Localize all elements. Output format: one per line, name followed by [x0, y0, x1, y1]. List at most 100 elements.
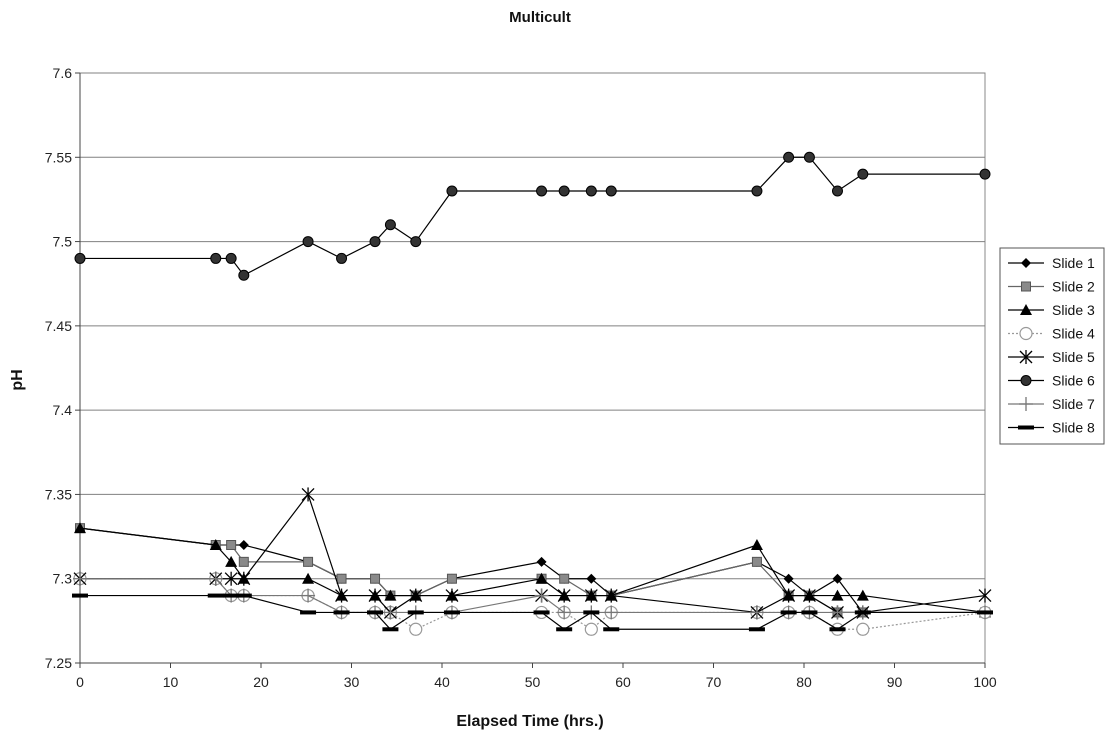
data-point	[856, 589, 869, 601]
data-point	[536, 185, 548, 197]
legend-label: Slide 4	[1052, 326, 1095, 342]
legend-label: Slide 8	[1052, 420, 1095, 436]
x-tick-label: 40	[434, 674, 450, 690]
data-point	[586, 573, 597, 584]
data-point	[533, 610, 550, 615]
legend-item: Slide 1	[1008, 255, 1095, 271]
data-point	[443, 610, 460, 615]
data-point	[803, 151, 815, 163]
chart-title: Multicult	[509, 9, 571, 26]
data-point	[751, 556, 762, 567]
data-point	[300, 610, 317, 615]
y-tick-label: 7.3	[53, 571, 73, 587]
legend-marker	[1020, 375, 1032, 386]
data-point	[831, 185, 843, 197]
legend-item: Slide 3	[1008, 302, 1095, 318]
x-tick-label: 20	[253, 674, 269, 690]
data-point	[384, 219, 396, 231]
data-point	[226, 540, 237, 550]
legend-marker	[1019, 350, 1033, 364]
data-point	[446, 185, 458, 197]
data-point	[801, 610, 818, 615]
legend-item: Slide 4	[1008, 326, 1095, 342]
data-point	[235, 593, 252, 598]
data-point	[302, 236, 314, 248]
data-point	[604, 605, 619, 620]
data-point	[559, 573, 570, 584]
legend: Slide 1 Slide 2 Slide 3 Slide 4 Slide 5 Slide…	[999, 247, 1105, 445]
data-point	[977, 610, 993, 615]
legend-marker	[1019, 397, 1033, 411]
y-tick-label: 7.6	[53, 65, 73, 81]
series-5	[73, 487, 992, 620]
x-axis: 0 10 20 30 40 50 60 70 80 90 100	[76, 662, 997, 690]
x-tick-label: 80	[796, 674, 812, 690]
data-point	[978, 588, 992, 603]
data-point	[207, 593, 224, 598]
data-point	[238, 269, 250, 281]
data-point	[238, 556, 249, 567]
data-point	[237, 571, 251, 586]
legend-label: Slide 3	[1052, 302, 1095, 318]
data-point	[369, 236, 381, 248]
data-point	[556, 627, 573, 632]
data-point	[333, 610, 350, 615]
data-point	[584, 622, 598, 636]
data-point	[534, 588, 549, 603]
data-point	[210, 252, 222, 264]
data-point	[336, 573, 347, 584]
data-point	[409, 622, 423, 636]
series-8	[72, 593, 993, 632]
data-point	[410, 236, 422, 248]
data-point	[750, 539, 763, 550]
legend-marker	[1019, 326, 1033, 341]
data-point	[780, 610, 797, 615]
data-point	[446, 573, 457, 584]
data-point	[367, 610, 384, 615]
data-point	[74, 522, 86, 534]
data-point	[748, 627, 765, 632]
data-point	[558, 185, 570, 197]
data-point	[802, 588, 816, 603]
y-tick-label: 7.25	[45, 655, 72, 671]
data-point	[557, 588, 571, 603]
data-point	[979, 168, 991, 180]
data-point	[783, 151, 795, 163]
data-point	[335, 588, 349, 603]
data-point	[238, 540, 249, 550]
legend-item: Slide 6	[1008, 373, 1095, 389]
y-tick-label: 7.5	[53, 234, 73, 250]
data-point	[72, 593, 88, 598]
legend-marker	[1018, 425, 1034, 430]
data-point	[854, 610, 871, 615]
data-point	[830, 605, 845, 620]
x-tick-label: 30	[344, 674, 360, 690]
data-point	[303, 556, 314, 567]
data-point	[301, 487, 315, 502]
data-point	[302, 572, 315, 584]
data-point	[605, 185, 617, 197]
data-point	[749, 605, 764, 620]
y-tick-label: 7.55	[45, 149, 72, 165]
data-point	[209, 539, 222, 550]
data-point	[603, 627, 620, 632]
legend-item: Slide 5	[1008, 349, 1095, 365]
y-axis-title: pH	[9, 369, 26, 390]
legend-marker	[1021, 258, 1031, 268]
data-point	[225, 252, 237, 264]
legend-label: Slide 5	[1052, 349, 1095, 365]
y-tick-label: 7.4	[53, 402, 73, 418]
data-point	[831, 589, 844, 601]
legend-label: Slide 6	[1052, 373, 1095, 389]
x-tick-label: 0	[76, 674, 84, 690]
data-point	[782, 588, 796, 603]
x-tick-label: 50	[525, 674, 541, 690]
y-tick-label: 7.35	[45, 486, 72, 502]
data-point	[382, 627, 399, 632]
data-point	[583, 610, 600, 615]
series-layer	[72, 151, 993, 636]
legend-marker	[1021, 281, 1031, 292]
x-tick-label: 90	[887, 674, 903, 690]
